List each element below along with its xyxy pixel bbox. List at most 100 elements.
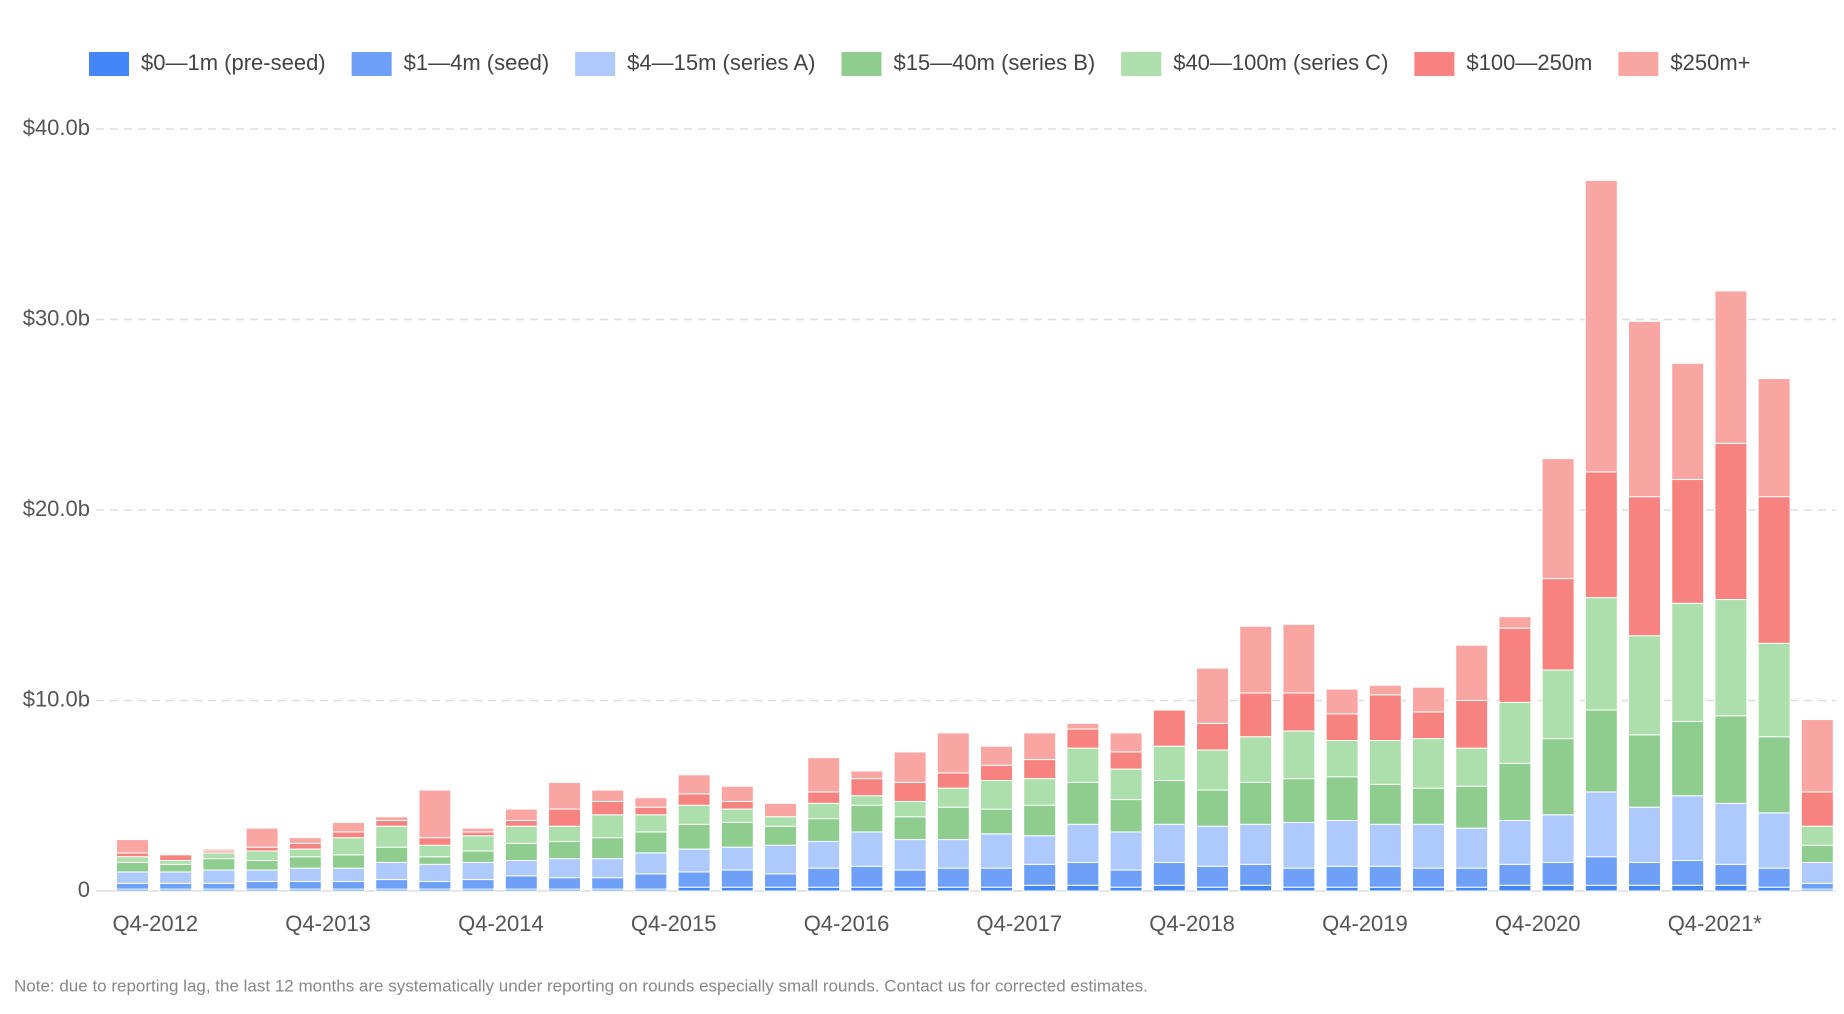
bar-segment bbox=[1239, 625, 1273, 694]
bar-segment bbox=[720, 800, 754, 810]
legend-label: $4—15m (series A) bbox=[627, 50, 815, 75]
bar-segment bbox=[159, 871, 193, 884]
bar-segment bbox=[1714, 884, 1748, 892]
bar-segment bbox=[1282, 778, 1316, 823]
bar-segment bbox=[980, 867, 1013, 888]
bar-segment bbox=[548, 808, 581, 827]
bar-segment bbox=[893, 869, 927, 888]
bar-segment bbox=[850, 795, 884, 806]
bar-segment bbox=[1196, 749, 1229, 791]
bar-segment bbox=[591, 877, 625, 890]
bar-segment bbox=[677, 823, 711, 850]
bar-segment bbox=[1757, 736, 1791, 814]
bar-segment bbox=[332, 831, 365, 839]
bar-segment bbox=[1325, 688, 1359, 715]
bar-segment bbox=[1800, 719, 1834, 793]
bar-segment bbox=[1800, 844, 1834, 863]
bar-segment bbox=[375, 879, 409, 890]
bar-segment bbox=[1239, 863, 1273, 886]
bar-segment bbox=[418, 880, 452, 890]
bar-segment bbox=[1239, 884, 1273, 892]
bar-segment bbox=[764, 816, 797, 827]
bar-segment bbox=[1455, 785, 1489, 829]
bar-segment bbox=[1628, 884, 1661, 892]
bar-segment bbox=[1368, 740, 1402, 785]
bar-segment bbox=[893, 751, 927, 783]
bar-segment bbox=[461, 850, 495, 863]
bar-segment bbox=[764, 825, 797, 846]
bar-segment bbox=[677, 804, 711, 825]
bar-segment bbox=[1412, 686, 1445, 713]
bar-segment bbox=[720, 785, 754, 802]
bar-segment bbox=[548, 840, 581, 860]
bar-segment bbox=[1455, 827, 1489, 869]
bar-segment bbox=[1628, 635, 1661, 736]
x-tick-label: Q4-2015 bbox=[631, 911, 717, 936]
bar-segment bbox=[720, 846, 754, 871]
x-tick-label: Q4-2021* bbox=[1668, 911, 1763, 936]
bar-segment bbox=[461, 827, 495, 833]
bar-segment bbox=[634, 806, 668, 816]
bar-segment bbox=[1628, 496, 1661, 637]
bar-segment bbox=[1628, 806, 1661, 863]
legend-label: $250m+ bbox=[1670, 50, 1750, 75]
bar-segment bbox=[936, 732, 970, 774]
bar-segment bbox=[1282, 730, 1316, 780]
bar-segment bbox=[1455, 644, 1489, 702]
bar-segment bbox=[1455, 886, 1489, 892]
bar-segment bbox=[1628, 320, 1661, 498]
bar-segment bbox=[807, 802, 841, 820]
bar-segment bbox=[245, 869, 279, 882]
bar-segment bbox=[1282, 821, 1316, 869]
bar-segment bbox=[980, 886, 1013, 892]
bar-segment bbox=[1023, 863, 1057, 886]
bar-segment bbox=[807, 840, 841, 869]
bar-segment bbox=[1368, 783, 1402, 825]
bar-segment bbox=[807, 886, 841, 892]
bar-segment bbox=[245, 846, 279, 852]
bar-segment bbox=[1239, 736, 1273, 783]
bar-segment bbox=[1282, 692, 1316, 732]
bar-segment bbox=[461, 835, 495, 852]
bar-segment bbox=[1196, 886, 1229, 892]
bar-segment bbox=[1196, 865, 1229, 888]
bar-segment bbox=[893, 781, 927, 802]
bar-segment bbox=[1368, 684, 1402, 696]
bar-segment bbox=[980, 745, 1013, 766]
bar-segment bbox=[461, 831, 495, 837]
bar-segment bbox=[1152, 884, 1186, 892]
bar-segment bbox=[1714, 802, 1748, 865]
bar-segment bbox=[1109, 869, 1143, 888]
legend-label: $40—100m (series C) bbox=[1173, 50, 1388, 75]
bar-segment bbox=[1584, 709, 1618, 793]
bar-segment bbox=[1023, 759, 1057, 780]
bar-segment bbox=[1714, 715, 1748, 804]
bar-segment bbox=[1109, 732, 1143, 753]
bar-segment bbox=[1152, 780, 1186, 825]
bar-segment bbox=[1498, 884, 1532, 892]
bar-segment bbox=[1800, 825, 1834, 846]
bar-segment bbox=[677, 848, 711, 873]
bar-segment bbox=[418, 837, 452, 846]
bar-segment bbox=[1023, 835, 1057, 865]
legend-label: $0—1m (pre-seed) bbox=[141, 50, 326, 75]
bar-segment bbox=[1196, 722, 1229, 751]
bar-segment bbox=[1671, 795, 1705, 862]
bar-segment bbox=[332, 821, 365, 833]
bar-segment bbox=[1671, 362, 1705, 481]
bar-segment bbox=[1584, 179, 1618, 473]
bar-segment bbox=[1757, 886, 1791, 892]
bar-segment bbox=[634, 852, 668, 875]
bar-segment bbox=[980, 780, 1013, 810]
bar-segment bbox=[1498, 627, 1532, 703]
bar-segment bbox=[1023, 778, 1057, 806]
bar-segment bbox=[1498, 863, 1532, 886]
bar-segment bbox=[1325, 713, 1359, 742]
bar-segment bbox=[288, 867, 322, 882]
bar-segment bbox=[1109, 799, 1143, 833]
bar-segment bbox=[1584, 884, 1618, 892]
bar-segment bbox=[893, 886, 927, 892]
bar-segment bbox=[591, 800, 625, 816]
bar-segment bbox=[1023, 804, 1057, 837]
